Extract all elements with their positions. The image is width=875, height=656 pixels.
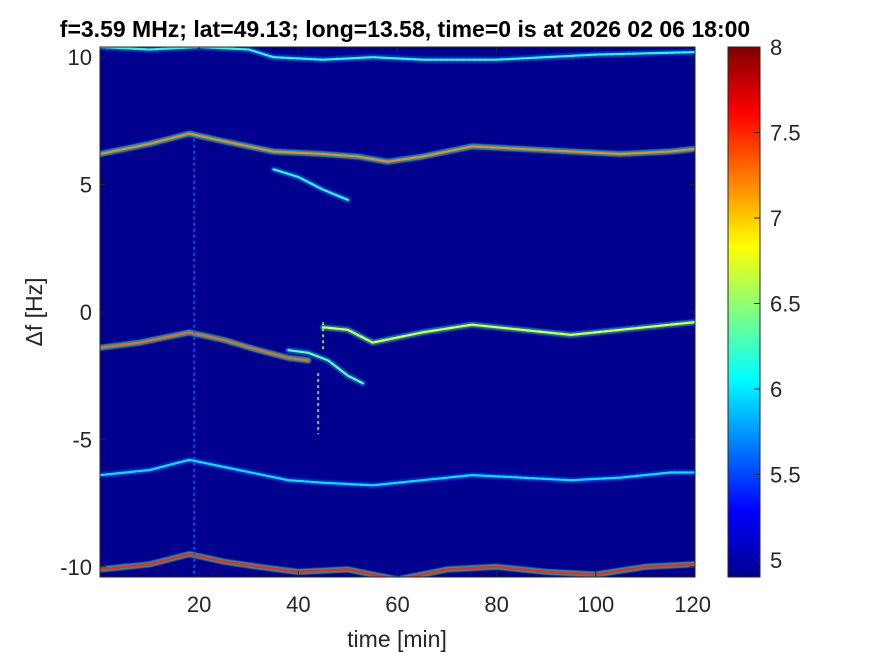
y-tick-label: -5 [72,427,92,452]
plot-area [100,47,695,577]
y-axis-ticks: 10 5 0 -5 -10 [60,45,695,580]
x-tick-label: 60 [385,592,409,617]
x-tick-label: 100 [577,592,614,617]
x-tick-label: 20 [187,592,211,617]
colorbar-tick-label: 7 [770,206,782,231]
y-tick-label: -10 [60,555,92,580]
x-tick-label: 80 [484,592,508,617]
trace-hook [287,349,364,385]
trace-top [100,47,695,61]
x-tick-label: 40 [286,592,310,617]
colorbar-tick-label: 6 [770,377,782,402]
y-tick-label: 0 [80,300,92,325]
y-tick-label: 10 [68,45,92,70]
colorbar-tick-label: 5 [770,548,782,573]
trace-lower [100,458,695,487]
x-axis-label: time [min] [347,626,447,652]
trace-upper [100,132,695,163]
colorbar-tick-label: 7.5 [770,120,801,145]
y-tick-label: 5 [80,173,92,198]
chart-title: f=3.59 MHz; lat=49.13; long=13.58, time=… [60,16,750,42]
colorbar-tick-label: 6.5 [770,291,801,316]
x-axis-ticks: 20 40 60 80 100 120 [187,47,711,617]
colorbar-tick-label: 5.5 [770,462,801,487]
trace-spur [272,168,349,201]
spectral-traces [100,47,695,577]
colorbar [727,46,761,578]
trace-center-left [100,331,310,362]
colorbar-ticks: 8 7.5 7 6.5 6 5.5 5 [754,35,801,573]
x-tick-label: 120 [674,592,711,617]
colorbar-tick-label: 8 [770,35,782,60]
y-axis-label: Δf [Hz] [21,277,47,346]
trace-center-right [322,321,695,344]
